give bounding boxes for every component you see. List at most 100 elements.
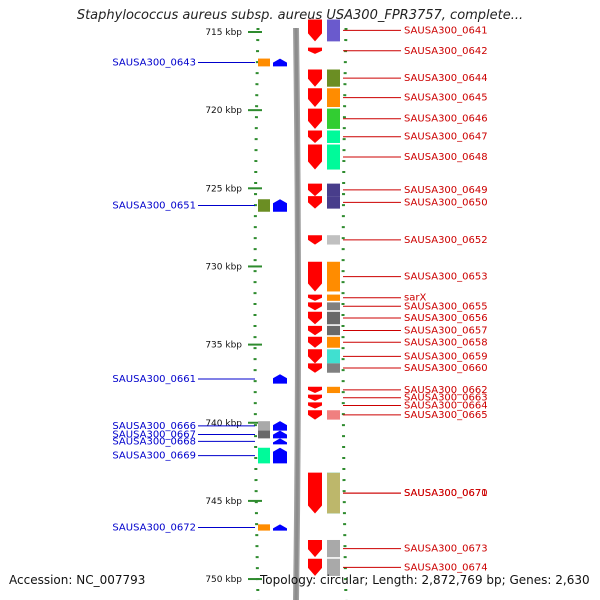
gene-label[interactable]: SAUSA300_0649 [404,185,488,196]
gene-label[interactable]: SAUSA300_0667 [112,429,196,440]
cog-color-block [327,386,340,394]
gene-label[interactable]: SAUSA300_0657 [404,326,488,337]
cog-color-block [327,311,340,325]
accession-text: Accession: NC_007793 [9,573,146,587]
gene-label[interactable]: SAUSA300_0670 [404,488,488,499]
gene-arrow[interactable] [308,183,322,197]
gene-arrow[interactable] [308,386,322,394]
gene-label[interactable]: SAUSA300_0674 [404,562,488,573]
gene-arrow[interactable] [273,430,287,439]
cog-color-block [258,58,270,67]
gene-label[interactable]: SAUSA300_0641 [404,25,488,36]
gene-arrow[interactable] [273,199,287,212]
gene-arrow[interactable] [273,447,287,464]
gene-arrow[interactable] [308,394,322,401]
gene-label[interactable]: SAUSA300_0643 [112,57,196,68]
scale-tick-label: 740 kbp [205,419,242,429]
cog-color-block [327,19,340,42]
cog-color-block [258,199,270,212]
gene-arrow[interactable] [308,336,322,348]
gene-label[interactable]: SAUSA300_0664 [404,401,488,412]
gene-label[interactable]: SAUSA300_0651 [112,200,196,211]
gene-label[interactable]: SAUSA300_0652 [404,235,488,246]
gene-arrow[interactable] [273,421,287,431]
gene-label[interactable]: SAUSA300_0648 [404,152,488,163]
gene-arrow[interactable] [308,47,322,54]
gene-label[interactable]: SAUSA300_0655 [404,301,488,312]
cog-color-block [327,235,340,245]
gene-label[interactable]: SAUSA300_0661 [112,374,196,385]
scale-tick-label: 745 kbp [205,497,242,507]
gene-label[interactable]: SAUSA300_0646 [404,114,488,125]
gene-label[interactable]: SAUSA300_0672 [112,522,196,533]
gene-arrow[interactable] [308,69,322,87]
gene-arrow[interactable] [308,88,322,108]
gene-label[interactable]: SAUSA300_0668 [112,436,196,447]
cog-color-block [327,196,340,209]
guide-track-right [341,27,348,600]
gene-label[interactable]: SAUSA300_0642 [404,46,488,57]
scale-tick-label: 750 kbp [205,575,242,585]
gene-arrow[interactable] [308,294,322,301]
gene-label[interactable]: SAUSA300_0660 [404,363,488,374]
gene-arrow[interactable] [308,325,322,336]
scale-tick-label: 730 kbp [205,262,242,272]
gene-arrow[interactable] [308,311,322,325]
gene-label[interactable]: SAUSA300_0671 [404,488,488,499]
gene-label[interactable]: SAUSA300_0673 [404,544,488,555]
cog-color-block [327,539,340,558]
gene-arrow[interactable] [308,539,322,558]
gene-arrow[interactable] [308,558,322,576]
gene-arrow[interactable] [308,302,322,311]
gene-label[interactable]: sarX [404,293,426,304]
gene-label[interactable]: SAUSA300_0647 [404,132,488,143]
cog-color-block [327,69,340,87]
scale-tick-label: 725 kbp [205,184,242,194]
gene-label[interactable]: SAUSA300_0663 [404,393,488,404]
gene-label[interactable]: SAUSA300_0645 [404,93,488,104]
gene-label[interactable]: SAUSA300_0644 [404,73,488,84]
gene-arrow[interactable] [273,438,287,445]
cog-color-block [327,410,340,420]
gene-arrow[interactable] [273,374,287,384]
gene-label[interactable]: SAUSA300_0656 [404,313,488,324]
gene-arrow[interactable] [308,349,322,364]
cog-color-block [327,108,340,129]
gene-label[interactable]: SAUSA300_0662 [404,385,488,396]
cog-color-block [327,336,340,348]
gene-label[interactable]: SAUSA300_0653 [404,272,488,283]
gene-arrow[interactable] [308,363,322,373]
gene-arrow[interactable] [308,196,322,209]
gene-arrow[interactable] [308,130,322,143]
genome-backbone-core [294,27,300,600]
scale-tick-label: 735 kbp [205,341,242,351]
gene-arrow[interactable] [273,524,287,531]
gene-label[interactable]: SAUSA300_0666 [112,421,196,432]
gene-arrow[interactable] [308,235,322,245]
gene-arrow[interactable] [308,19,322,42]
gene-label[interactable]: SAUSA300_0658 [404,337,488,348]
cog-color-block [327,88,340,108]
genome-summary: Topology: circular; Length: 2,872,769 bp… [260,573,590,587]
gene-label[interactable]: SAUSA300_0650 [404,197,488,208]
scale-tick-label: 715 kbp [205,28,242,38]
gene-arrow[interactable] [308,410,322,420]
cog-color-block [327,261,340,292]
gene-label[interactable]: SAUSA300_0665 [404,410,488,421]
cog-color-block [327,130,340,143]
gene-label[interactable]: SAUSA300_0659 [404,351,488,362]
gene-arrow[interactable] [273,58,287,67]
gene-label[interactable]: SAUSA300_0669 [112,451,196,462]
cog-color-block [258,421,270,431]
map-title: Staphylococcus aureus subsp. aureus USA3… [76,8,524,23]
cog-color-block [258,524,270,531]
cog-color-block [327,144,340,170]
gene-arrow[interactable] [308,108,322,129]
gene-arrow[interactable] [308,402,322,409]
gene-arrow[interactable] [308,261,322,292]
gene-arrow[interactable] [308,144,322,170]
cog-color-block [327,558,340,576]
gene-arrow[interactable] [308,472,322,514]
cog-color-block [327,294,340,301]
cog-color-block [327,363,340,373]
